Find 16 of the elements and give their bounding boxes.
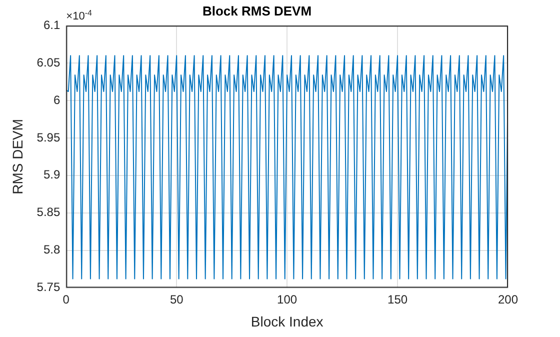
x-tick-label: 150	[388, 292, 408, 306]
x-tick-label: 50	[170, 292, 184, 306]
chart-title: Block RMS DEVM	[202, 3, 312, 18]
y-tick-label: 5.9	[43, 168, 60, 182]
y-tick-label: 5.8	[43, 242, 60, 257]
y-tick-label: 5.75	[36, 280, 60, 294]
y-tick-label: 6	[53, 92, 60, 107]
x-axis-title: Block Index	[250, 313, 324, 330]
y-tick-label: 6.1	[43, 18, 60, 32]
y-tick-label: 6.05	[36, 55, 60, 70]
y-tick-label: 5.95	[36, 130, 60, 144]
x-tick-label: 0	[62, 292, 70, 306]
x-tick-label: 100	[277, 292, 298, 306]
x-tick-label: 200	[498, 292, 518, 306]
y-tick-label: 5.85	[36, 205, 60, 220]
y-axis-title: RMS DEVM	[9, 118, 26, 194]
